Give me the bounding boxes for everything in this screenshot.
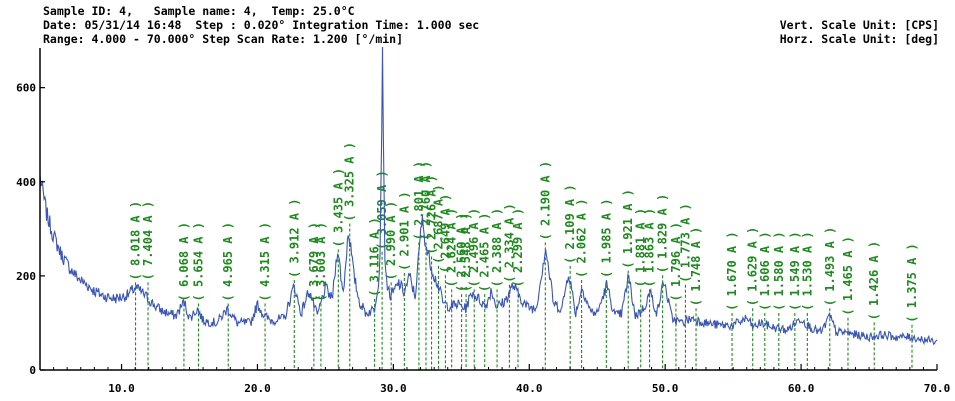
peak-label: ( 8.018 A ) [129,201,143,280]
peak-label: ( 1.465 A ) [841,236,855,315]
x-tick-label: 50.0 [652,382,679,395]
peak-label: ( 1.426 A ) [867,241,881,320]
peak-label: ( 1.829 A ) [656,194,670,273]
peak-label: ( 1.881 A ) [634,208,648,287]
axis-ticks: 10.0 20.0 30.0 40.0 50.0 60.0 70.0 0 200 400 600 [16,82,950,395]
range-line: Range: 4.000 - 70.000° Step Scan Rate: 1… [43,32,404,46]
y-tick-label: 0 [29,364,36,377]
peak-label: ( 1.375 A ) [905,243,919,322]
peak-label: ( 1.670 A ) [725,231,739,310]
peak-label: ( 1.629 A ) [746,227,760,306]
peak-label: ( 2.649 A ) [438,194,452,273]
peak-label: ( 1.530 A ) [800,231,814,310]
horizontal-scale-unit: Horz. Scale Unit: [deg] [779,32,939,46]
peak-label: ( 2.901 A ) [397,191,411,270]
peak-label: ( 3.679 A ) [307,222,321,301]
vertical-scale-unit: Vert. Scale Unit: [CPS] [779,18,939,32]
peak-label: ( 1.985 A ) [599,199,613,278]
peak-label: ( 1.549 A ) [788,231,802,310]
peak-label: ( 4.315 A ) [258,222,272,301]
y-tick-label: 400 [16,176,36,189]
x-tick-label: 60.0 [788,382,815,395]
x-tick-label: 30.0 [380,382,407,395]
peak-label: ( 1.493 A ) [823,227,837,306]
sample-info-line: Sample ID: 4, Sample name: 4, Temp: 25.0… [43,4,355,18]
peak-markers: ( 8.018 A )( 7.404 A ) ( 6.068 A )( 5.654… [129,142,919,370]
peak-label: ( 2.560 A ) [455,213,469,292]
peak-label: ( 2.726 A ) [425,175,439,254]
peak-label: ( 2.465 A ) [478,213,492,292]
peak-label: ( 3.116 A ) [368,217,382,296]
peak-label: ( 2.388 A ) [490,208,504,287]
diffraction-trace [39,46,938,346]
peak-label: ( 7.404 A ) [141,201,155,280]
peak-label: ( 2.548 A ) [459,213,473,292]
peak-label: ( 5.654 A ) [192,222,206,301]
peak-label: ( 3.912 A ) [287,199,301,278]
peak-label: ( 4.965 A ) [221,222,235,301]
peak-label: ( 1.773 A ) [678,203,692,282]
peak-label: ( 2.687 A ) [432,184,446,263]
peak-label: ( 2.299 A ) [511,208,525,287]
peak-label: ( 2.062 A ) [575,199,589,278]
x-tick-label: 10.0 [108,382,135,395]
peak-label: ( 2.990 A ) [384,201,398,280]
peak-label: ( 3.603 A ) [314,222,328,301]
peak-label: ( 1.606 A ) [758,231,772,310]
peak-label: ( 2.109 A ) [563,184,577,263]
peak-label: ( 2.334 A ) [502,203,516,282]
peak-label: ( 1.921 A ) [621,189,635,268]
peak-label: ( 1.863 A ) [643,208,657,287]
peak-label: ( 2.624 A ) [445,208,459,287]
date-step-line: Date: 05/31/14 16:48 Step : 0.020° Integ… [43,18,480,32]
y-tick-label: 200 [16,270,36,283]
x-tick-label: 40.0 [516,382,543,395]
peak-label: ( 3.435 A ) [331,168,345,247]
peak-label: ( 3.325 A ) [343,142,357,221]
peak-label: ( 3.059 A ) [375,170,389,249]
x-tick-label: 20.0 [244,382,271,395]
peak-label: ( 2.496 A ) [467,208,481,287]
peak-label: ( 2.190 A ) [538,161,552,240]
peak-label: ( 1.580 A ) [772,231,786,310]
peak-label: ( 1.748 A ) [689,227,703,306]
peak-label: ( 1.796 A ) [669,222,683,301]
x-tick-label: 70.0 [924,382,951,395]
peak-label: ( 6.068 A ) [177,222,191,301]
y-tick-label: 600 [16,82,36,95]
